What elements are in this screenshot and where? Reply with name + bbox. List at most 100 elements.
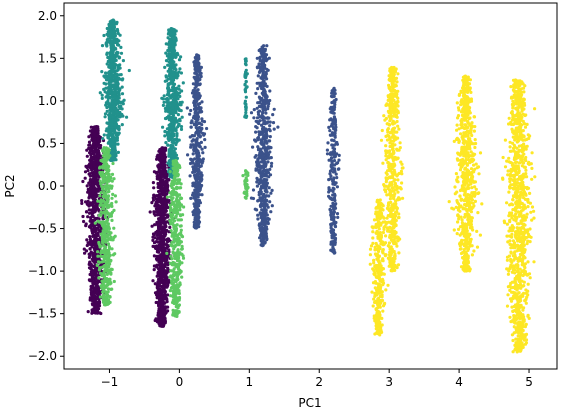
data-point bbox=[113, 118, 117, 122]
data-point bbox=[256, 217, 260, 221]
data-point bbox=[192, 220, 196, 224]
data-point bbox=[166, 293, 170, 297]
data-points bbox=[80, 18, 537, 354]
data-point bbox=[200, 126, 204, 130]
data-point bbox=[165, 109, 169, 113]
data-point bbox=[267, 186, 271, 190]
data-point bbox=[172, 54, 177, 58]
data-point bbox=[152, 268, 156, 272]
data-point bbox=[264, 219, 268, 223]
data-point bbox=[168, 70, 172, 74]
data-point bbox=[95, 247, 99, 251]
data-point bbox=[331, 186, 335, 190]
data-point bbox=[159, 205, 163, 209]
data-point bbox=[254, 91, 258, 95]
data-point bbox=[266, 68, 270, 72]
data-point bbox=[105, 233, 109, 238]
data-point bbox=[270, 188, 274, 192]
data-point bbox=[259, 98, 263, 102]
data-point bbox=[261, 61, 265, 66]
data-point bbox=[199, 164, 203, 168]
data-point bbox=[251, 196, 256, 201]
data-point bbox=[257, 156, 261, 160]
data-point bbox=[154, 170, 158, 174]
data-point bbox=[106, 212, 110, 216]
data-point bbox=[168, 37, 172, 42]
data-point bbox=[258, 109, 262, 113]
data-point bbox=[268, 150, 272, 154]
data-point bbox=[99, 198, 103, 202]
data-point bbox=[194, 104, 198, 108]
data-point bbox=[110, 101, 114, 105]
data-point bbox=[325, 148, 329, 152]
data-point bbox=[331, 100, 335, 104]
data-point bbox=[97, 301, 101, 305]
cluster-1-0 bbox=[185, 53, 209, 230]
data-point bbox=[330, 161, 334, 165]
data-point bbox=[104, 215, 108, 220]
data-point bbox=[90, 168, 94, 172]
data-point bbox=[330, 138, 334, 142]
data-point bbox=[107, 130, 111, 134]
data-point bbox=[158, 281, 162, 285]
data-point bbox=[194, 205, 198, 209]
data-point bbox=[166, 268, 170, 272]
data-point bbox=[197, 176, 201, 180]
data-point bbox=[200, 147, 204, 151]
data-point bbox=[188, 112, 192, 116]
data-point bbox=[331, 91, 335, 95]
data-point bbox=[97, 217, 101, 221]
data-point bbox=[171, 36, 175, 40]
data-point bbox=[174, 108, 178, 112]
data-point bbox=[104, 292, 108, 296]
data-point bbox=[269, 191, 273, 195]
data-point bbox=[109, 45, 113, 49]
data-point bbox=[265, 141, 269, 145]
data-point bbox=[161, 247, 165, 251]
data-point bbox=[192, 225, 196, 229]
data-point bbox=[111, 145, 115, 149]
data-point bbox=[163, 65, 167, 69]
data-point bbox=[83, 176, 87, 180]
data-point bbox=[252, 108, 256, 112]
data-point bbox=[165, 300, 169, 304]
data-point bbox=[98, 266, 102, 270]
data-point bbox=[271, 121, 276, 125]
data-point bbox=[117, 93, 121, 97]
data-point bbox=[87, 165, 91, 169]
data-point bbox=[331, 170, 336, 174]
data-point bbox=[93, 221, 97, 225]
data-point bbox=[157, 227, 162, 231]
data-point bbox=[92, 243, 96, 247]
data-point bbox=[165, 96, 169, 101]
data-point bbox=[335, 212, 340, 216]
data-point bbox=[162, 230, 166, 234]
data-point bbox=[88, 143, 92, 147]
data-point bbox=[335, 176, 339, 180]
data-point bbox=[86, 199, 90, 203]
data-point bbox=[175, 132, 179, 136]
data-point bbox=[172, 51, 176, 55]
data-point bbox=[162, 192, 166, 196]
data-point bbox=[157, 268, 161, 272]
data-point bbox=[197, 172, 201, 176]
data-point bbox=[98, 243, 102, 247]
data-point bbox=[92, 280, 96, 284]
data-point bbox=[104, 103, 108, 107]
data-point bbox=[99, 311, 103, 316]
data-point bbox=[96, 250, 100, 254]
data-point bbox=[97, 228, 101, 232]
data-point bbox=[168, 67, 172, 71]
data-point bbox=[151, 198, 156, 202]
data-point bbox=[331, 146, 335, 150]
data-point bbox=[172, 73, 176, 77]
data-point bbox=[196, 102, 200, 107]
data-point bbox=[106, 287, 111, 291]
data-point bbox=[266, 104, 270, 108]
data-point bbox=[110, 55, 114, 59]
data-point bbox=[333, 242, 337, 246]
data-point bbox=[195, 200, 199, 204]
data-point bbox=[88, 202, 92, 206]
data-point bbox=[92, 292, 96, 296]
data-point bbox=[162, 158, 166, 162]
